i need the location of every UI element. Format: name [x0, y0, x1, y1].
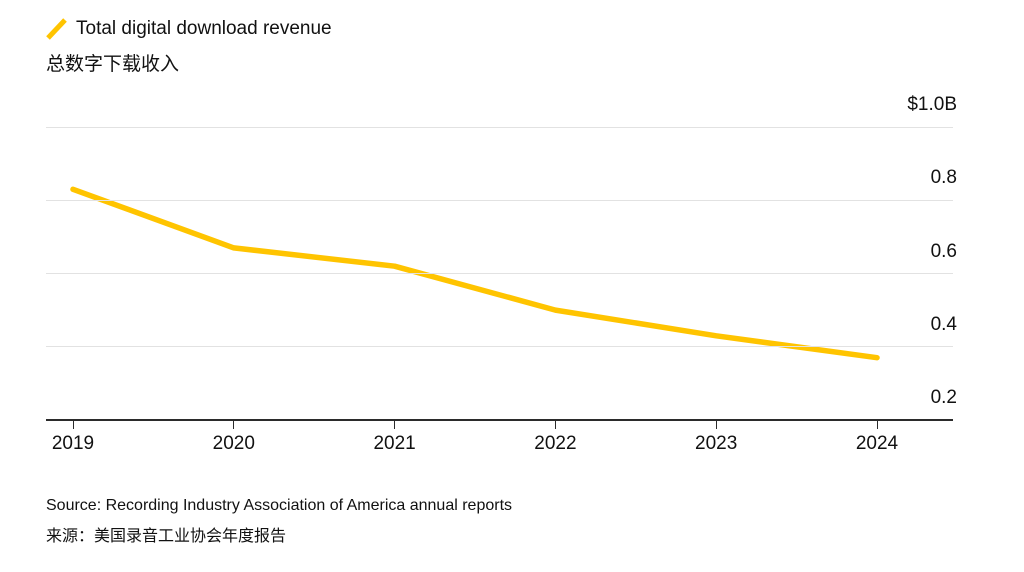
- y-gridline: [46, 126, 953, 128]
- source-note-en: Source: Recording Industry Association o…: [46, 497, 513, 514]
- y-axis-tick-label: 0.4: [930, 313, 957, 335]
- y-gridline: [46, 273, 953, 274]
- x-axis-tick-mark: [876, 421, 878, 429]
- x-axis-tick-mark: [554, 421, 556, 429]
- x-axis-tick-label: 2019: [51, 433, 95, 454]
- x-axis-tick-mark: [715, 421, 717, 429]
- legend-line-swatch-icon: [46, 18, 67, 40]
- x-axis-tick-mark: [72, 421, 74, 429]
- x-axis-tick-mark: [394, 421, 396, 429]
- legend-label: Total digital download revenue: [76, 18, 332, 39]
- x-axis-line: [46, 419, 953, 421]
- chart-legend: Total digital download revenue: [46, 18, 332, 40]
- x-axis-tick-mark: [233, 421, 235, 429]
- x-axis-tick-label: 2023: [695, 433, 738, 454]
- y-axis-tick-label: $1.0B: [907, 94, 957, 115]
- x-axis-tick-label: 2024: [855, 433, 899, 454]
- y-gridline: [46, 346, 953, 348]
- source-note-zh: 来源：美国录音工业协会年度报告: [46, 528, 287, 545]
- y-gridline: [46, 199, 953, 201]
- x-axis-tick-label: 2021: [373, 433, 416, 454]
- chart-subtitle-zh: 总数字下载收入: [46, 54, 180, 75]
- x-axis-tick-label: 2022: [534, 433, 577, 454]
- x-axis-tick-label: 2020: [212, 433, 255, 454]
- y-axis-tick-label: 0.2: [930, 387, 957, 408]
- y-axis-tick-label: 0.8: [930, 167, 957, 189]
- y-axis-tick-label: 0.6: [930, 240, 957, 262]
